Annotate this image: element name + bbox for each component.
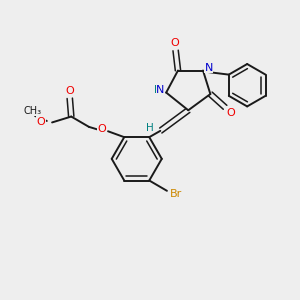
Text: O: O — [97, 124, 106, 134]
Text: N: N — [156, 85, 165, 95]
Text: O: O — [65, 86, 74, 96]
Text: CH₃: CH₃ — [24, 106, 42, 116]
Text: N: N — [205, 63, 213, 73]
Text: O: O — [226, 108, 235, 118]
Text: O: O — [171, 38, 179, 48]
Text: Br: Br — [170, 189, 182, 199]
Text: O: O — [37, 117, 46, 127]
Text: H: H — [154, 85, 162, 95]
Text: H: H — [146, 123, 154, 133]
